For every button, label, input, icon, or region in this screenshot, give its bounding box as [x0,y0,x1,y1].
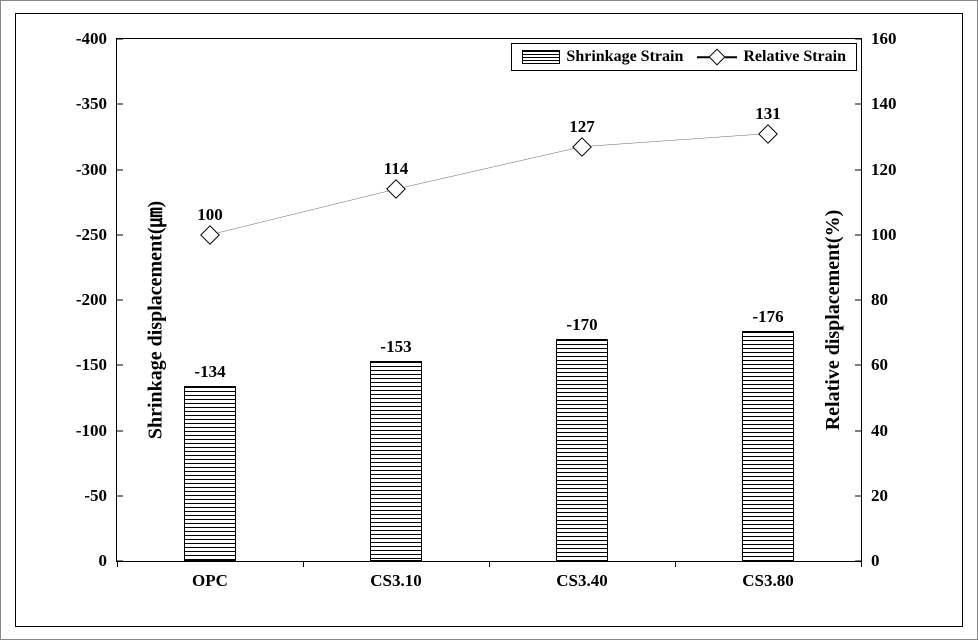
bar-value-label: -170 [566,315,597,335]
bar [370,361,422,561]
bar [556,339,608,561]
y-right-tick-label: 60 [861,355,888,375]
y-right-tick-mark [855,234,861,235]
y-right-tick-label: 20 [861,486,888,506]
y-right-tick-mark [855,300,861,301]
y-left-tick-label: -350 [76,94,117,114]
y-left-tick-mark [117,39,123,40]
chart-outer-frame: Shrinkage displacement(㎛) Relative displ… [0,0,978,640]
bar-hatch [371,362,421,560]
y-right-tick-mark [855,39,861,40]
line-value-label: 114 [384,159,409,179]
y-left-tick-mark [117,169,123,170]
bar-value-label: -176 [752,307,783,327]
y-left-tick-mark [117,300,123,301]
y-right-tick-label: 80 [861,290,888,310]
category-label: CS3.80 [742,561,793,591]
bar-value-label: -153 [380,337,411,357]
y-right-tick-label: 0 [861,551,880,571]
bar-hatch [185,387,235,560]
x-tick-mark [489,561,490,567]
bar [742,331,794,561]
bar [184,386,236,561]
line-path [210,134,768,235]
line-value-label: 100 [197,205,223,225]
bar-value-label: -134 [194,362,225,382]
y-right-tick-label: 140 [861,94,897,114]
category-label: CS3.10 [370,561,421,591]
category-label: CS3.40 [556,561,607,591]
x-tick-mark [675,561,676,567]
chart-inner-frame: Shrinkage displacement(㎛) Relative displ… [15,13,963,627]
x-tick-mark [861,561,862,567]
y-left-tick-label: -50 [84,486,117,506]
line-value-label: 127 [569,117,595,137]
x-tick-mark [303,561,304,567]
y-left-tick-label: -150 [76,355,117,375]
y-right-tick-label: 160 [861,29,897,49]
y-left-tick-label: -250 [76,225,117,245]
line-value-label: 131 [755,104,781,124]
category-label: OPC [192,561,228,591]
y-left-tick-label: -100 [76,421,117,441]
y-left-tick-mark [117,104,123,105]
y-right-tick-mark [855,430,861,431]
y-left-tick-label: -300 [76,160,117,180]
y-right-tick-mark [855,365,861,366]
y-left-tick-label: -400 [76,29,117,49]
y-right-tick-mark [855,104,861,105]
bar-hatch [557,340,607,560]
y-left-tick-mark [117,365,123,366]
y-right-tick-mark [855,495,861,496]
y-left-tick-label: -200 [76,290,117,310]
y-right-tick-mark [855,169,861,170]
plot-area: Shrinkage Strain Relative Strain 0-50-10… [116,38,862,562]
y-left-tick-mark [117,495,123,496]
y-right-tick-label: 120 [861,160,897,180]
y-left-tick-mark [117,234,123,235]
x-tick-mark [117,561,118,567]
y-right-tick-label: 100 [861,225,897,245]
y-right-tick-label: 40 [861,421,888,441]
y-left-tick-mark [117,430,123,431]
y-left-tick-label: 0 [99,551,118,571]
bar-hatch [743,332,793,560]
